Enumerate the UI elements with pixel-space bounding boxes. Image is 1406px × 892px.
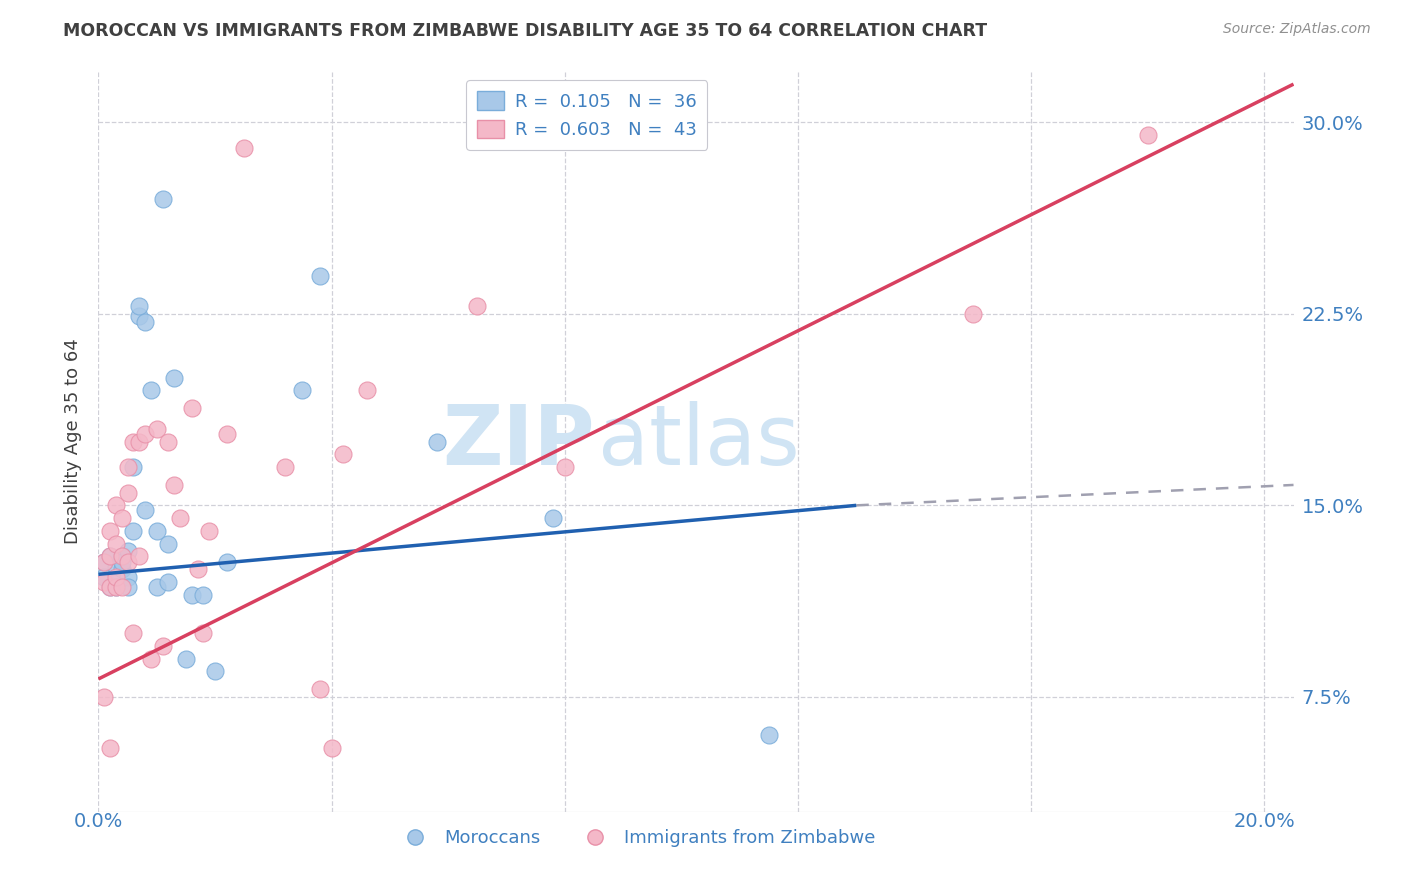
Point [169,511,191,525]
Point [215,555,238,569]
Point [104,580,127,594]
Point [554,460,576,475]
Point [309,682,332,697]
Point [139,651,162,665]
Point [117,570,139,584]
Point [145,524,167,538]
Point [152,192,174,206]
Point [98,549,121,564]
Point [186,562,208,576]
Text: MOROCCAN VS IMMIGRANTS FROM ZIMBABWE DISABILITY AGE 35 TO 64 CORRELATION CHART: MOROCCAN VS IMMIGRANTS FROM ZIMBABWE DIS… [63,22,987,40]
Point [104,574,127,589]
Point [93,574,115,589]
Point [134,426,156,441]
Point [117,460,139,475]
Point [157,536,180,550]
Point [117,555,139,569]
Point [117,544,139,558]
Point [128,299,150,313]
Point [111,549,134,564]
Point [145,580,167,594]
Point [117,485,139,500]
Point [467,299,489,313]
Point [193,588,215,602]
Point [274,460,297,475]
Point [111,562,134,576]
Point [157,574,180,589]
Point [117,580,139,594]
Point [98,580,121,594]
Point [174,651,197,665]
Point [758,728,780,742]
Point [157,434,180,449]
Text: Source: ZipAtlas.com: Source: ZipAtlas.com [1223,22,1371,37]
Point [128,310,150,324]
Point [128,434,150,449]
Point [122,434,145,449]
Point [111,549,134,564]
Point [139,384,162,398]
Text: 0.0%: 0.0% [73,812,124,830]
Point [93,555,115,569]
Point [93,690,115,704]
Point [193,626,215,640]
Point [104,499,127,513]
Point [180,401,202,416]
Point [332,447,354,461]
Point [1136,128,1159,143]
Point [145,422,167,436]
Point [93,555,115,569]
Point [163,370,186,384]
Point [98,740,121,755]
Point [321,740,343,755]
Text: ZIP: ZIP [441,401,595,482]
Point [98,580,121,594]
Point [104,570,127,584]
Point [111,511,134,525]
Point [356,384,378,398]
Point [104,536,127,550]
Point [215,426,238,441]
Point [128,549,150,564]
Text: atlas: atlas [598,401,800,482]
Point [309,268,332,283]
Point [233,141,256,155]
Point [962,307,984,321]
Point [180,588,202,602]
Y-axis label: Disability Age 35 to 64: Disability Age 35 to 64 [65,339,83,544]
Point [104,559,127,574]
Point [98,524,121,538]
Point [425,434,447,449]
Point [98,549,121,564]
Legend: Moroccans, Immigrants from Zimbabwe: Moroccans, Immigrants from Zimbabwe [391,822,882,855]
Point [198,524,221,538]
Point [291,384,314,398]
Point [134,314,156,328]
Point [122,460,145,475]
Point [111,580,134,594]
Point [134,503,156,517]
Point [152,639,174,653]
Point [204,665,226,679]
Point [122,626,145,640]
Point [541,511,564,525]
Point [163,478,186,492]
Point [104,580,127,594]
Text: 20.0%: 20.0% [1233,812,1295,830]
Point [122,524,145,538]
Point [111,555,134,569]
Point [93,570,115,584]
